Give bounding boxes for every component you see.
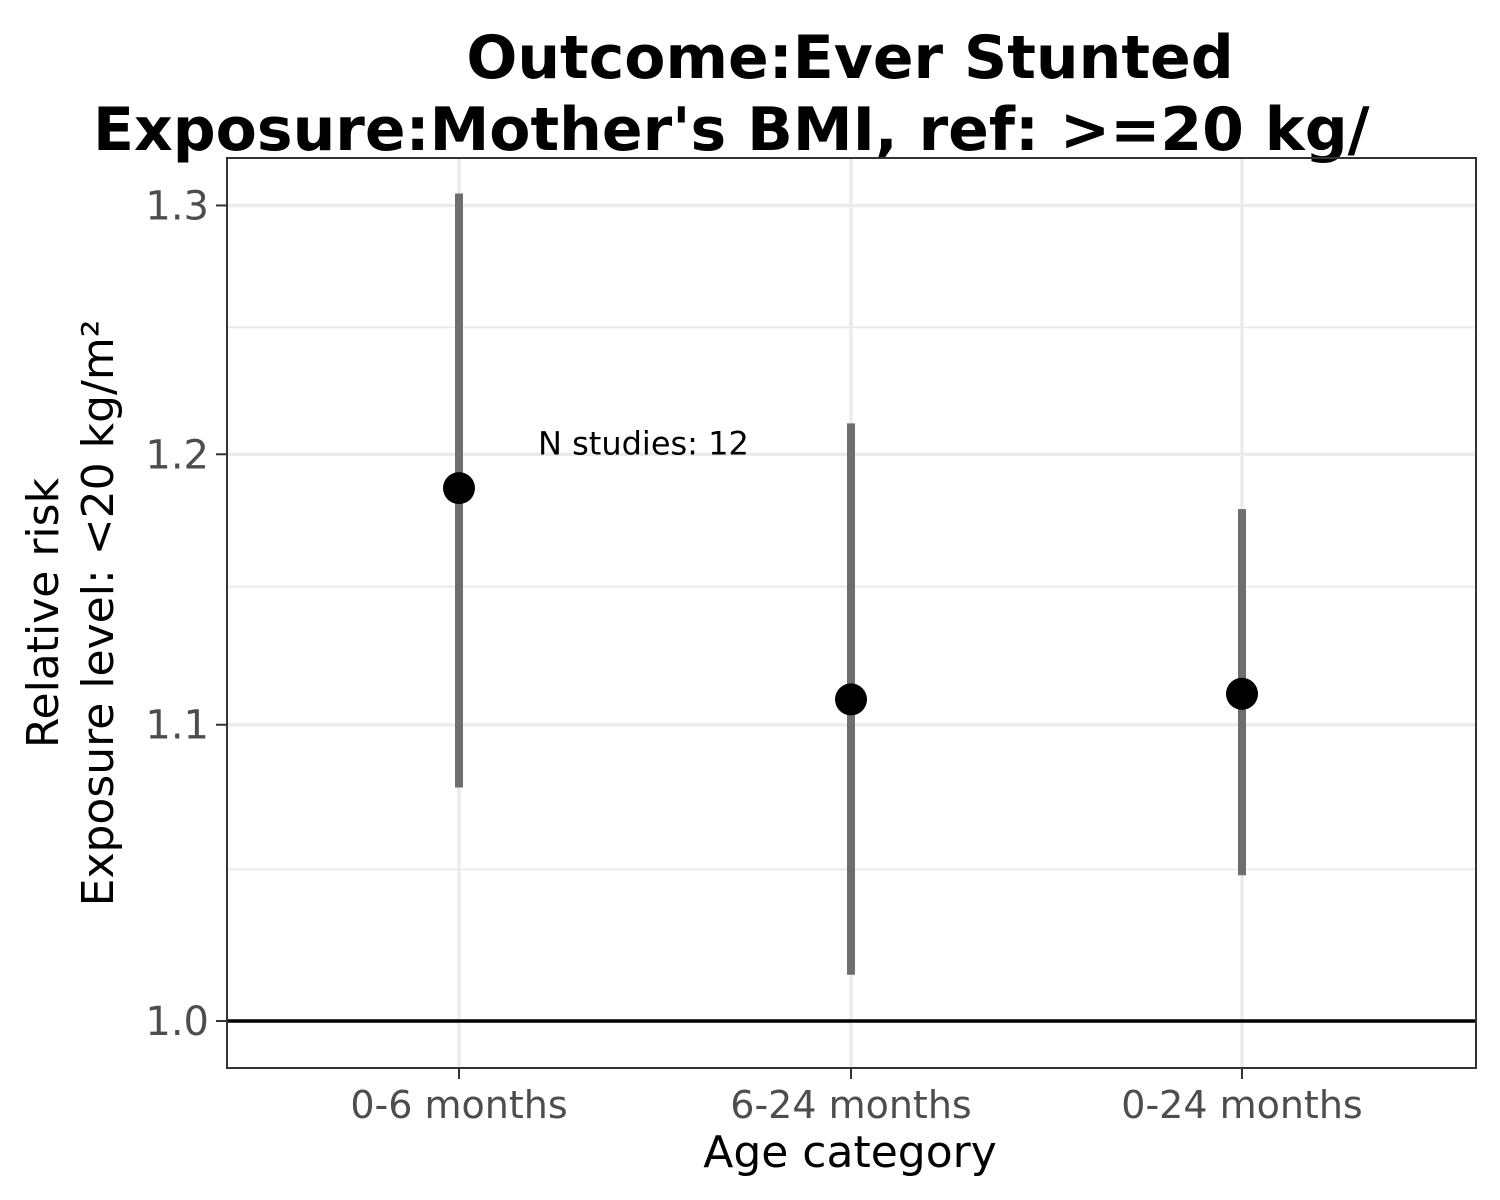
x-axis: 0-6 months 6-24 months 0-24 months (350, 1068, 1363, 1127)
x-axis-title: Age category (703, 1127, 997, 1178)
y-axis: 1.0 1.1 1.2 1.3 (145, 183, 227, 1045)
y-tick-label-2: 1.2 (145, 432, 209, 478)
y-axis-title-line-1: Relative risk (18, 477, 69, 748)
chart-title-line-1: Outcome:Ever Stunted (466, 23, 1233, 93)
y-tick-label-0: 1.0 (145, 999, 209, 1045)
chart-title: Outcome:Ever Stunted Exposure:Mother's B… (93, 23, 1370, 165)
point-estimate-0 (443, 472, 475, 505)
chart-title-line-2: Exposure:Mother's BMI, ref: >=20 kg/ (93, 95, 1370, 165)
point-estimates (443, 472, 1258, 716)
x-tick-label-1: 6-24 months (730, 1083, 971, 1127)
y-tick-label-3: 1.3 (145, 183, 209, 229)
x-tick-label-2: 0-24 months (1121, 1083, 1362, 1127)
point-estimate-1 (835, 683, 867, 716)
point-estimate-2 (1226, 677, 1258, 710)
x-tick-label-0: 0-6 months (350, 1083, 567, 1127)
y-axis-title: Relative risk Exposure level: <20 kg/m² (18, 320, 124, 907)
n-studies-annotation: N studies: 12 (538, 424, 749, 462)
y-axis-title-line-2: Exposure level: <20 kg/m² (73, 320, 124, 907)
y-tick-label-1: 1.1 (145, 703, 209, 749)
